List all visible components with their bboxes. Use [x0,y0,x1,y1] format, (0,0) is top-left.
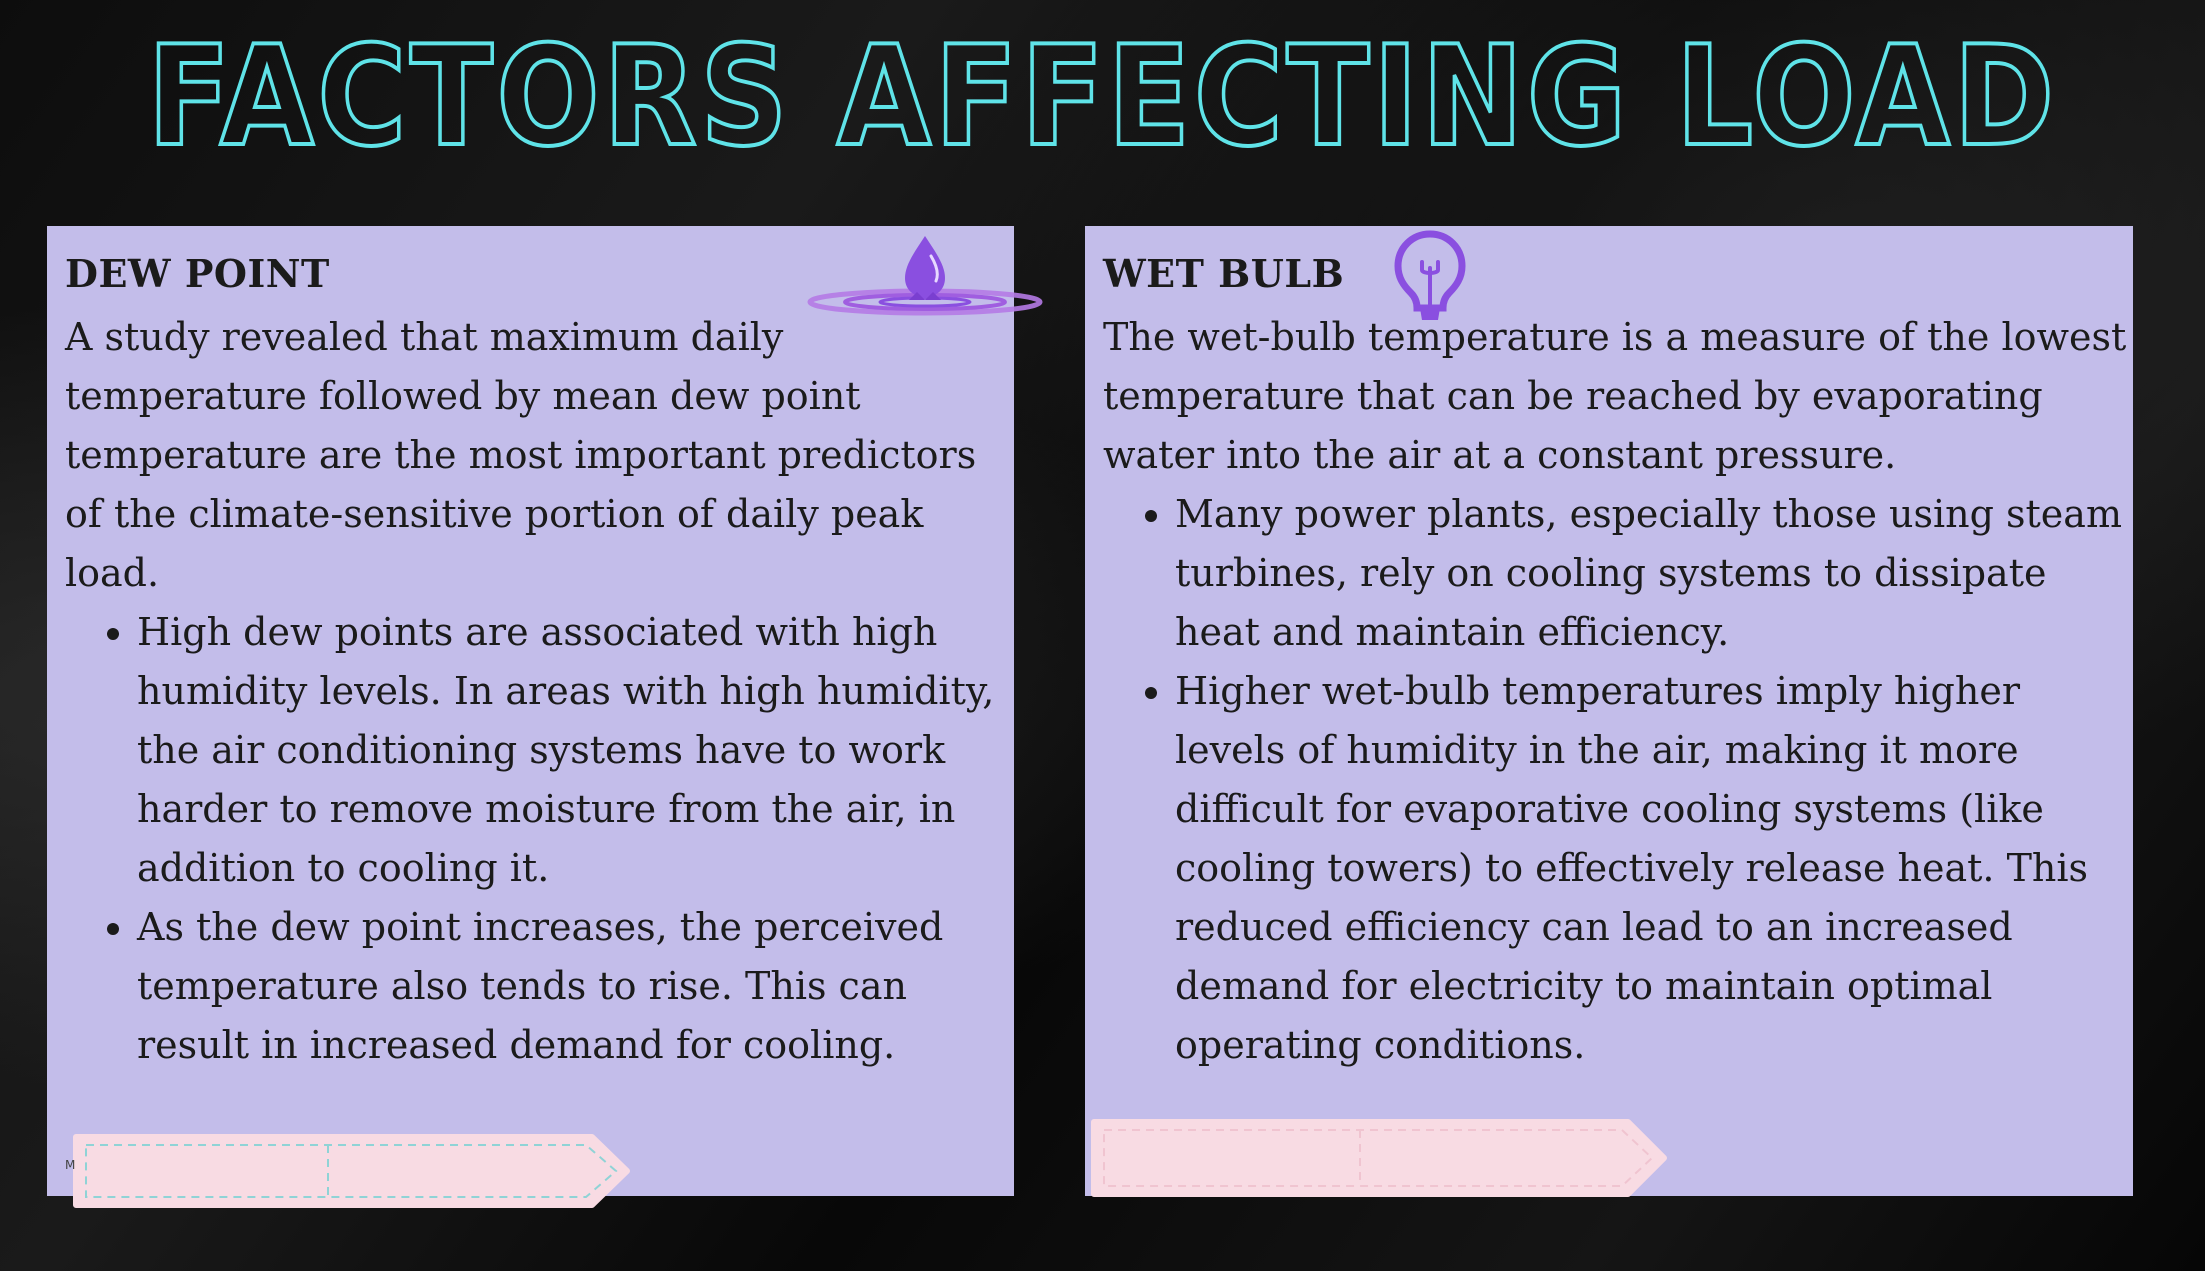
card-heading: DEW POINT [65,251,330,296]
bullet-list: High dew points are associated with high… [65,603,1000,1075]
bullet-list: Many power plants, especially those usin… [1103,485,2128,1075]
bullet-item: As the dew point increases, the perceive… [137,898,1000,1075]
dew-point-card: DEW POINT A study revealed that maximum … [47,226,1043,1208]
water-drop-icon [807,236,1043,316]
arrow-tag-decoration [1091,1119,1667,1197]
card-body: The wet-bulb temperature is a measure of… [1103,308,2128,1075]
card-intro: A study revealed that maximum daily temp… [65,315,977,595]
bullet-item: High dew points are associated with high… [137,603,1000,898]
page-title: FACTORS AFFECTING LOAD [146,16,2058,177]
lightbulb-icon [1394,230,1466,320]
card-heading: WET BULB [1103,251,1345,296]
wet-bulb-card: WET BULB The wet-bulb temperature is a m… [1085,226,2133,1197]
card-body: A study revealed that maximum daily temp… [65,308,1000,1075]
arrow-tag-decoration [73,1134,630,1208]
bullet-item: Higher wet-bulb temperatures imply highe… [1175,662,2128,1075]
bullet-item: Many power plants, especially those usin… [1175,485,2128,662]
card-intro: The wet-bulb temperature is a measure of… [1103,315,2127,477]
small-mark: M [65,1158,76,1172]
